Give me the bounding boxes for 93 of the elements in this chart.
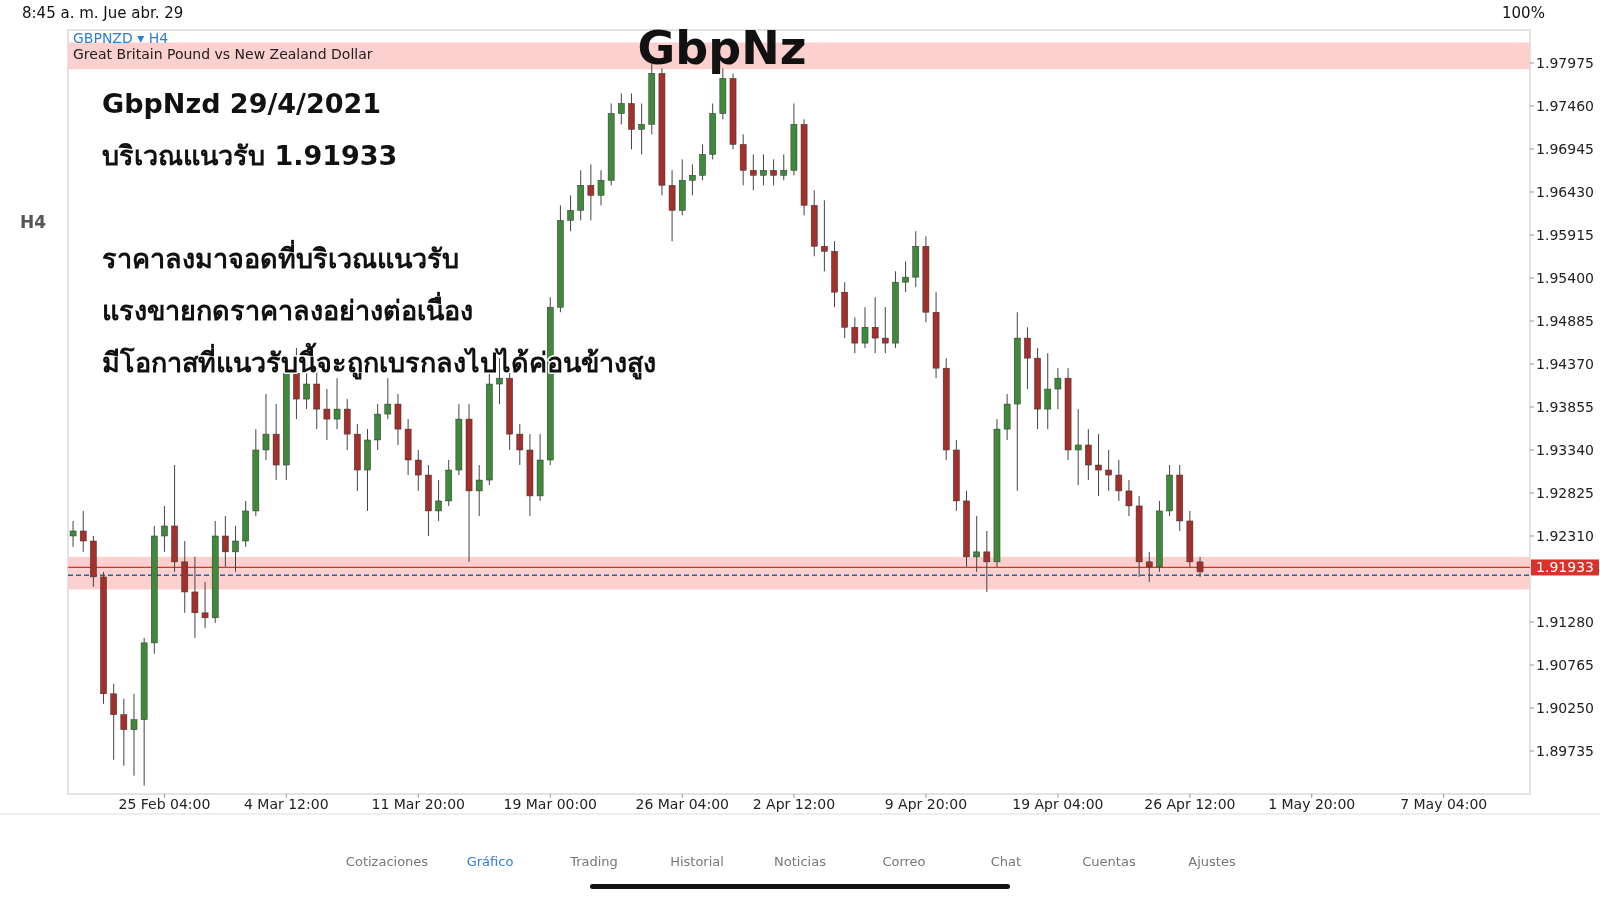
annotation: บริเวณแนวรับ 1.91933: [102, 140, 398, 171]
candlestick: [1196, 556, 1204, 578]
text: Correo: [882, 854, 926, 869]
candlestick: [618, 92, 625, 125]
candlestick: [1054, 367, 1062, 410]
candlestick: [435, 479, 442, 522]
candlestick: [1085, 428, 1092, 481]
candlestick: [120, 698, 128, 767]
text: Noticias: [774, 854, 827, 869]
candlestick: [780, 153, 788, 181]
y-tick-label: 1.95400: [1536, 269, 1594, 286]
text: Chat: [990, 854, 1022, 869]
y-tick-label: 1.92310: [1536, 527, 1594, 544]
candlestick: [983, 530, 991, 593]
candlestick: [638, 102, 645, 155]
candlestick: [567, 194, 574, 232]
y-tick-label: 1.91280: [1536, 614, 1594, 630]
x-tick-label: 25 Feb 04:00: [118, 796, 211, 812]
x-tick-label: 26 Mar 04:00: [635, 796, 729, 812]
candlestick: [1125, 479, 1133, 517]
candlestick: [587, 163, 595, 221]
annotation: GbpNzd 29/4/2021: [102, 88, 382, 119]
candlestick: [821, 199, 828, 272]
text: 100%: [1502, 4, 1545, 22]
annotation: แรงขายกดราคาลงอย่างต่อเนื่อง: [102, 291, 473, 326]
y-tick-label: 1.94885: [1536, 312, 1594, 329]
y-tick-label: 1.95915: [1536, 226, 1594, 243]
y-tick-label: 1.89735: [1536, 743, 1594, 759]
y-tick-label: 1.96430: [1536, 183, 1594, 200]
text: Ajustes: [1188, 854, 1236, 869]
candlestick: [861, 306, 869, 349]
text: Cuentas: [1082, 854, 1136, 869]
candlestick: [902, 260, 909, 293]
x-tick-label: 1 May 20:00: [1268, 796, 1356, 812]
y-tick-label: 1.92825: [1536, 484, 1594, 501]
x-tick-label: 11 Mar 20:00: [371, 796, 466, 812]
candlestick: [882, 306, 889, 354]
candlestick: [201, 581, 209, 629]
candlestick: [760, 153, 767, 186]
text: Trading: [569, 854, 618, 869]
candlestick: [130, 693, 138, 777]
annotation: ราคาลงมาจอดที่บริเวณแนวรับ: [102, 239, 459, 274]
candlestick: [851, 316, 859, 354]
x-tick-label: 7 May 04:00: [1400, 796, 1488, 812]
candlestick: [222, 515, 229, 568]
y-tick-label: 1.96945: [1536, 140, 1594, 157]
text: H4: [19, 212, 47, 232]
candlestick: [1115, 459, 1123, 502]
y-tick-label: 1.93340: [1536, 441, 1594, 458]
x-tick-label: 19 Mar 00:00: [503, 796, 597, 812]
y-tick-label: 1.97975: [1536, 54, 1594, 71]
candlestick: [1044, 352, 1052, 430]
text: Historial: [670, 854, 724, 869]
candlestick: [973, 515, 980, 573]
y-tick-label: 1.97460: [1536, 97, 1594, 114]
x-tick-label: 19 Apr 04:00: [1012, 796, 1104, 812]
candlestick: [161, 505, 168, 553]
candlestick: [79, 510, 87, 553]
x-tick-label: 26 Apr 12:00: [1144, 796, 1236, 812]
candlestick: [1095, 433, 1102, 497]
candlestick: [871, 296, 879, 354]
candlestick: [689, 163, 696, 196]
x-tick-label: 9 Apr 20:00: [884, 796, 968, 812]
candlestick: [475, 464, 483, 517]
candlestick: [414, 449, 422, 492]
y-tick-label: 1.94370: [1536, 355, 1594, 372]
candlestick: [597, 169, 605, 206]
candlestick: [262, 393, 270, 461]
ref-line-label: 1.91933: [1536, 559, 1594, 576]
candlestick: [770, 158, 777, 186]
candlestick: [1074, 408, 1082, 486]
candlestick: [232, 525, 239, 573]
text: Gráfico: [466, 854, 514, 869]
y-tick-label: 1.90250: [1536, 700, 1594, 716]
x-tick-label: 2 Apr 12:00: [752, 796, 836, 812]
candlestick: [750, 153, 757, 191]
candlestick: [1105, 449, 1112, 492]
x-tick-label: 4 Mar 12:00: [244, 796, 329, 812]
candlestick: [1024, 326, 1031, 390]
y-tick-label: 1.93855: [1536, 398, 1594, 415]
text: 8:45 a. m. Jue abr. 29: [22, 4, 184, 22]
candlestick: [191, 556, 199, 639]
candlestick: [516, 423, 524, 466]
y-tick-label: 1.90765: [1536, 657, 1594, 673]
text: Cotizaciones: [345, 854, 429, 869]
candlestick: [69, 520, 77, 548]
candlestick: [1145, 551, 1153, 583]
candlestick: [323, 388, 331, 441]
text: Great Britain Pound vs New Zealand Dollar: [73, 46, 373, 62]
candlestick: [699, 143, 706, 181]
candlestick: [110, 683, 117, 761]
annotation: GbpNz: [637, 21, 807, 75]
chart-title: GBPNZD ▾ H4: [73, 30, 169, 46]
